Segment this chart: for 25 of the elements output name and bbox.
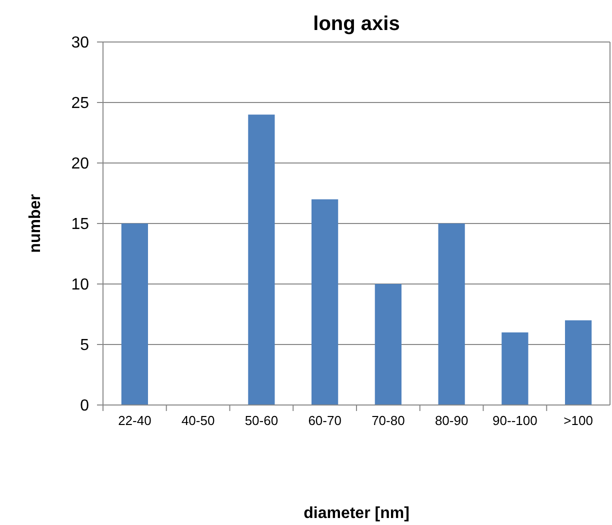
bar [565, 320, 592, 405]
x-tick-label: 90--100 [492, 413, 538, 428]
x-tick-label: 70-80 [372, 413, 405, 428]
x-tick-label: 40-50 [181, 413, 215, 428]
bar [248, 114, 275, 405]
y-tick-label: 0 [80, 398, 90, 415]
y-tick-label: 30 [71, 34, 90, 52]
y-tick-label: 25 [71, 95, 90, 112]
bar [502, 332, 528, 405]
bar [312, 199, 338, 405]
x-tick-label: >100 [564, 413, 593, 428]
x-axis-title: diameter [nm] [304, 505, 410, 522]
y-axis-title: number [27, 194, 44, 253]
y-tick-label: 5 [80, 337, 90, 354]
chart-title: long axis [313, 13, 400, 35]
x-tick-label: 50-60 [244, 413, 278, 428]
bar [438, 224, 465, 405]
x-tick-label: 60-70 [308, 413, 342, 428]
bar [374, 284, 402, 405]
bar [121, 224, 148, 405]
x-tick-label: 80-90 [434, 413, 468, 428]
x-tick-label: 22-40 [118, 413, 152, 428]
y-tick-label: 20 [71, 156, 90, 173]
y-tick-label: 15 [71, 216, 90, 234]
y-tick-label: 10 [71, 276, 90, 294]
